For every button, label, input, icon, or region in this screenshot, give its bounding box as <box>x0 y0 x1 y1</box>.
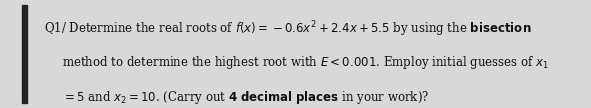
Text: method to determine the highest root with $E < 0.001$. Employ initial guesses of: method to determine the highest root wit… <box>62 54 549 71</box>
Bar <box>22 5 27 103</box>
Text: $= 5$ and $x_2 = 10$. (Carry out $\bf{4\ decimal\ places}$ in your work)?: $= 5$ and $x_2 = 10$. (Carry out $\bf{4\… <box>62 89 430 106</box>
Text: Q1/ Determine the real roots of $f(x) = -0.6x^2 + 2.4x + 5.5$ by using the $\bf{: Q1/ Determine the real roots of $f(x) = … <box>44 19 532 39</box>
